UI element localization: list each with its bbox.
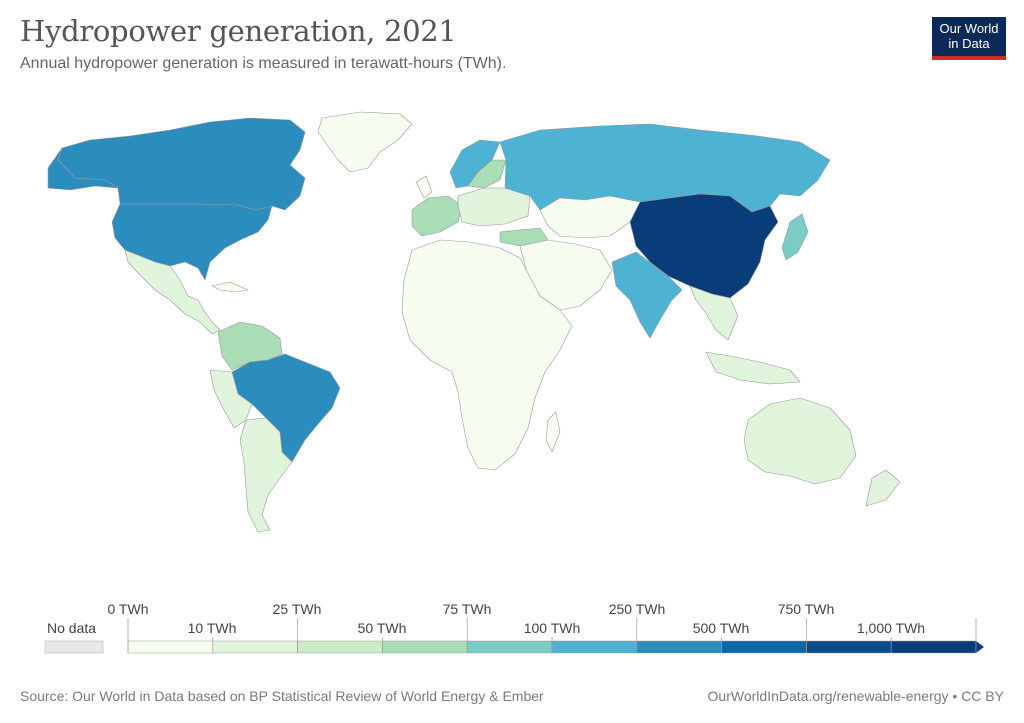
legend-no-data-label: No data — [47, 620, 96, 636]
legend-bin-3[interactable] — [382, 640, 468, 654]
legend-label-bottom-2: 100 TWh — [524, 620, 581, 636]
legend-bin-5[interactable] — [551, 640, 638, 654]
source-link[interactable]: OurWorldInData.org/renewable-energy • CC… — [707, 688, 1004, 704]
legend-labels-bottom: 10 TWh 50 TWh 100 TWh 500 TWh 1,000 TWh — [188, 620, 926, 636]
legend-bin-2[interactable] — [297, 640, 383, 654]
logo-line-2: in Data — [948, 36, 990, 51]
region-india[interactable] — [611, 251, 683, 339]
legend-labels-top: 0 TWh 25 TWh 75 TWh 250 TWh 750 TWh — [108, 601, 835, 617]
owid-logo[interactable]: Our World in Data — [932, 17, 1006, 60]
region-venezuela[interactable] — [217, 321, 283, 371]
region-madagascar[interactable] — [545, 411, 561, 453]
legend-bin-9[interactable] — [890, 640, 977, 654]
region-se-asia[interactable] — [689, 285, 739, 341]
legend: No data 0 TWh 25 TWh 75 TWh 250 TWh 750 … — [44, 601, 984, 654]
region-alaska[interactable] — [47, 147, 119, 191]
region-africa[interactable] — [401, 239, 573, 471]
world-map[interactable] — [0, 100, 1024, 540]
logo-line-1: Our World — [939, 21, 999, 36]
legend-label-top-3: 250 TWh — [609, 601, 666, 617]
region-australia[interactable] — [743, 397, 857, 485]
legend-label-bottom-3: 500 TWh — [693, 620, 750, 636]
source-note: Source: Our World in Data based on BP St… — [20, 688, 544, 704]
legend-bins — [127, 640, 984, 654]
legend-no-data: No data — [44, 620, 104, 654]
legend-ticks — [127, 618, 977, 653]
region-brazil[interactable] — [231, 353, 341, 463]
region-indonesia[interactable] — [705, 351, 801, 385]
region-argentina[interactable] — [239, 417, 293, 533]
legend-label-bottom-4: 1,000 TWh — [857, 620, 925, 636]
region-new-zealand[interactable] — [865, 469, 901, 507]
legend-bin-8[interactable] — [806, 640, 892, 654]
legend-label-top-1: 25 TWh — [273, 601, 322, 617]
legend-label-top-2: 75 TWh — [443, 601, 492, 617]
region-central-asia[interactable] — [539, 195, 641, 239]
chart-title: Hydropower generation, 2021 — [20, 14, 457, 48]
legend-label-bottom-1: 50 TWh — [358, 620, 407, 636]
legend-bin-6[interactable] — [636, 640, 722, 654]
legend-label-top-4: 750 TWh — [778, 601, 835, 617]
region-europe-east[interactable] — [457, 187, 531, 227]
region-greenland[interactable] — [317, 111, 413, 173]
region-europe-west[interactable] — [411, 195, 463, 237]
legend-label-bottom-0: 10 TWh — [188, 620, 237, 636]
legend-bin-4[interactable] — [466, 640, 553, 654]
region-canada[interactable] — [57, 117, 306, 211]
region-japan[interactable] — [781, 213, 809, 261]
legend-arrow-tip — [976, 641, 984, 653]
legend-bin-1[interactable] — [212, 640, 298, 654]
region-caribbean[interactable] — [211, 281, 249, 293]
region-uk[interactable] — [415, 175, 433, 199]
legend-no-data-swatch — [44, 640, 104, 654]
legend-label-top-0: 0 TWh — [108, 601, 149, 617]
region-mexico[interactable] — [124, 249, 221, 335]
legend-bin-0[interactable] — [127, 640, 214, 654]
chart-subtitle: Annual hydropower generation is measured… — [20, 55, 507, 72]
logo-accent-bar — [932, 56, 1006, 60]
legend-bin-7[interactable] — [721, 640, 807, 654]
